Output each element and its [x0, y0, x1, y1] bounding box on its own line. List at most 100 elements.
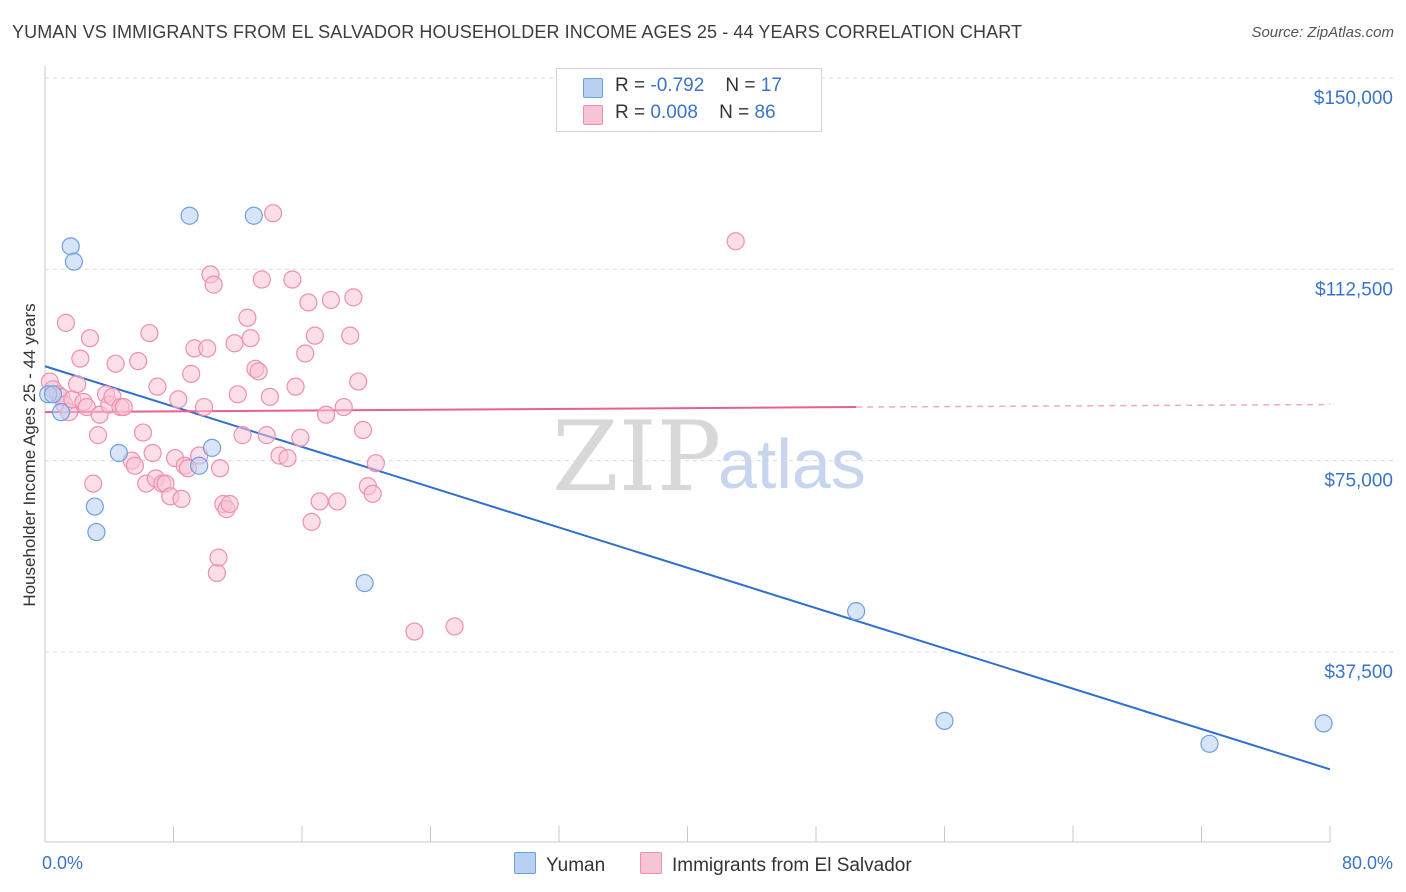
- tick-labels: $37,500 $75,000 $112,500 $150,000 0.0% 80.0%: [42, 88, 1393, 873]
- data-point-el-salvador: [366, 454, 385, 473]
- data-point-el-salvador: [225, 334, 244, 353]
- data-point-yuman: [244, 206, 263, 225]
- y-axis-label: Householder Income Ages 25 - 44 years: [20, 303, 39, 606]
- data-point-el-salvador: [172, 489, 191, 508]
- data-point-el-salvador: [291, 428, 310, 447]
- data-point-el-salvador: [405, 622, 424, 641]
- data-point-el-salvador: [71, 349, 90, 368]
- data-point-el-salvador: [278, 448, 297, 468]
- data-point-el-salvador: [114, 397, 133, 417]
- data-point-el-salvador: [210, 459, 230, 478]
- data-point-el-salvador: [204, 275, 223, 294]
- y-tick-label: $75,000: [1324, 471, 1393, 492]
- data-point-el-salvador: [88, 426, 108, 445]
- data-point-el-salvador: [207, 563, 226, 582]
- y-tick-label: $37,500: [1324, 662, 1393, 683]
- trend-line-el-salvador: [44, 406, 857, 414]
- data-point-el-salvador: [228, 385, 247, 404]
- data-point-el-salvador: [143, 443, 162, 463]
- data-point-el-salvador: [233, 426, 252, 445]
- data-point-el-salvador: [344, 288, 363, 307]
- data-point-el-salvador: [252, 270, 271, 289]
- bottom-legend-label-yuman: Yuman: [546, 855, 606, 876]
- data-point-yuman: [61, 237, 80, 256]
- data-point-el-salvador: [299, 293, 318, 312]
- data-point-el-salvador: [305, 326, 324, 345]
- data-point-el-salvador: [148, 377, 167, 396]
- data-point-el-salvador: [310, 492, 329, 511]
- data-point-el-salvador: [726, 232, 745, 251]
- data-point-el-salvador: [341, 326, 360, 345]
- data-point-yuman: [935, 711, 954, 730]
- data-point-el-salvador: [316, 405, 336, 424]
- data-point-el-salvador: [296, 344, 315, 363]
- data-point-yuman: [85, 497, 104, 516]
- data-point-el-salvador: [286, 377, 305, 396]
- x-tick-label: 0.0%: [42, 853, 83, 873]
- data-point-el-salvador: [263, 204, 283, 223]
- source-label: Source: ZipAtlas.com: [1251, 24, 1394, 41]
- data-point-el-salvador: [241, 329, 260, 348]
- data-point-el-salvador: [220, 494, 239, 514]
- data-point-el-salvador: [80, 329, 100, 348]
- data-point-el-salvador: [238, 308, 257, 327]
- watermark-atlas: atlas: [718, 425, 866, 503]
- data-point-el-salvador: [56, 313, 75, 332]
- y-tick-label: $150,000: [1314, 88, 1393, 109]
- data-point-el-salvador: [363, 484, 382, 503]
- data-point-yuman: [355, 573, 374, 593]
- data-point-el-salvador: [257, 426, 276, 445]
- legend-r-value-yuman: -0.792: [650, 75, 705, 96]
- data-point-el-salvador: [125, 456, 145, 475]
- legend-swatch-yuman: [583, 78, 603, 98]
- data-point-el-salvador: [68, 375, 87, 394]
- data-point-el-salvador: [169, 390, 188, 409]
- bottom-legend-yuman: Yuman: [514, 852, 605, 877]
- data-point-el-salvador: [133, 423, 153, 442]
- chart-title: YUMAN VS IMMIGRANTS FROM EL SALVADOR HOU…: [12, 22, 1023, 42]
- data-point-el-salvador: [445, 617, 464, 636]
- legend-swatch-el-salvador: [583, 105, 603, 125]
- data-point-el-salvador: [249, 362, 268, 381]
- data-point-yuman: [87, 522, 106, 542]
- legend-n-label: N =: [725, 75, 756, 96]
- data-point-el-salvador: [334, 397, 353, 417]
- data-point-el-salvador: [328, 492, 347, 511]
- data-point-el-salvador: [84, 474, 103, 493]
- x-tick-label: 80.0%: [1342, 853, 1393, 873]
- bottom-legend-swatch-el-salvador: [640, 852, 662, 874]
- data-point-yuman: [109, 443, 128, 463]
- bottom-legend-el-salvador: Immigrants from El Salvador: [640, 852, 912, 877]
- axes: [44, 66, 1331, 843]
- watermark-zip: ZIP: [552, 401, 721, 513]
- legend-r-label: R =: [615, 75, 646, 96]
- data-point-el-salvador: [194, 397, 214, 417]
- data-point-yuman: [51, 403, 71, 422]
- data-point-el-salvador: [198, 339, 217, 358]
- data-points: [39, 204, 1333, 753]
- data-point-el-salvador: [283, 270, 302, 289]
- data-point-el-salvador: [353, 420, 373, 440]
- data-point-el-salvador: [209, 548, 228, 567]
- bottom-legend-label-el-salvador: Immigrants from El Salvador: [672, 855, 912, 876]
- data-point-yuman: [43, 385, 63, 404]
- data-point-yuman: [1200, 734, 1219, 753]
- y-tick-label: $112,500: [1315, 279, 1393, 300]
- data-point-yuman: [847, 602, 866, 621]
- data-point-el-salvador: [106, 354, 125, 373]
- legend: R = -0.792 N = 17 R = 0.008 N = 86: [556, 68, 822, 132]
- data-point-el-salvador: [349, 372, 368, 391]
- data-point-el-salvador: [302, 512, 321, 531]
- data-point-el-salvador: [260, 387, 279, 406]
- legend-r-value-el-salvador: 0.008: [650, 102, 698, 123]
- data-point-yuman: [1314, 714, 1333, 733]
- data-point-yuman: [180, 206, 199, 225]
- data-point-yuman: [64, 252, 84, 271]
- bottom-legend-swatch-yuman: [514, 852, 536, 874]
- data-point-yuman: [190, 456, 209, 475]
- data-point-el-salvador: [140, 323, 159, 343]
- data-point-el-salvador: [129, 352, 148, 371]
- legend-n-value-yuman: 17: [760, 75, 782, 96]
- data-point-el-salvador: [182, 364, 201, 383]
